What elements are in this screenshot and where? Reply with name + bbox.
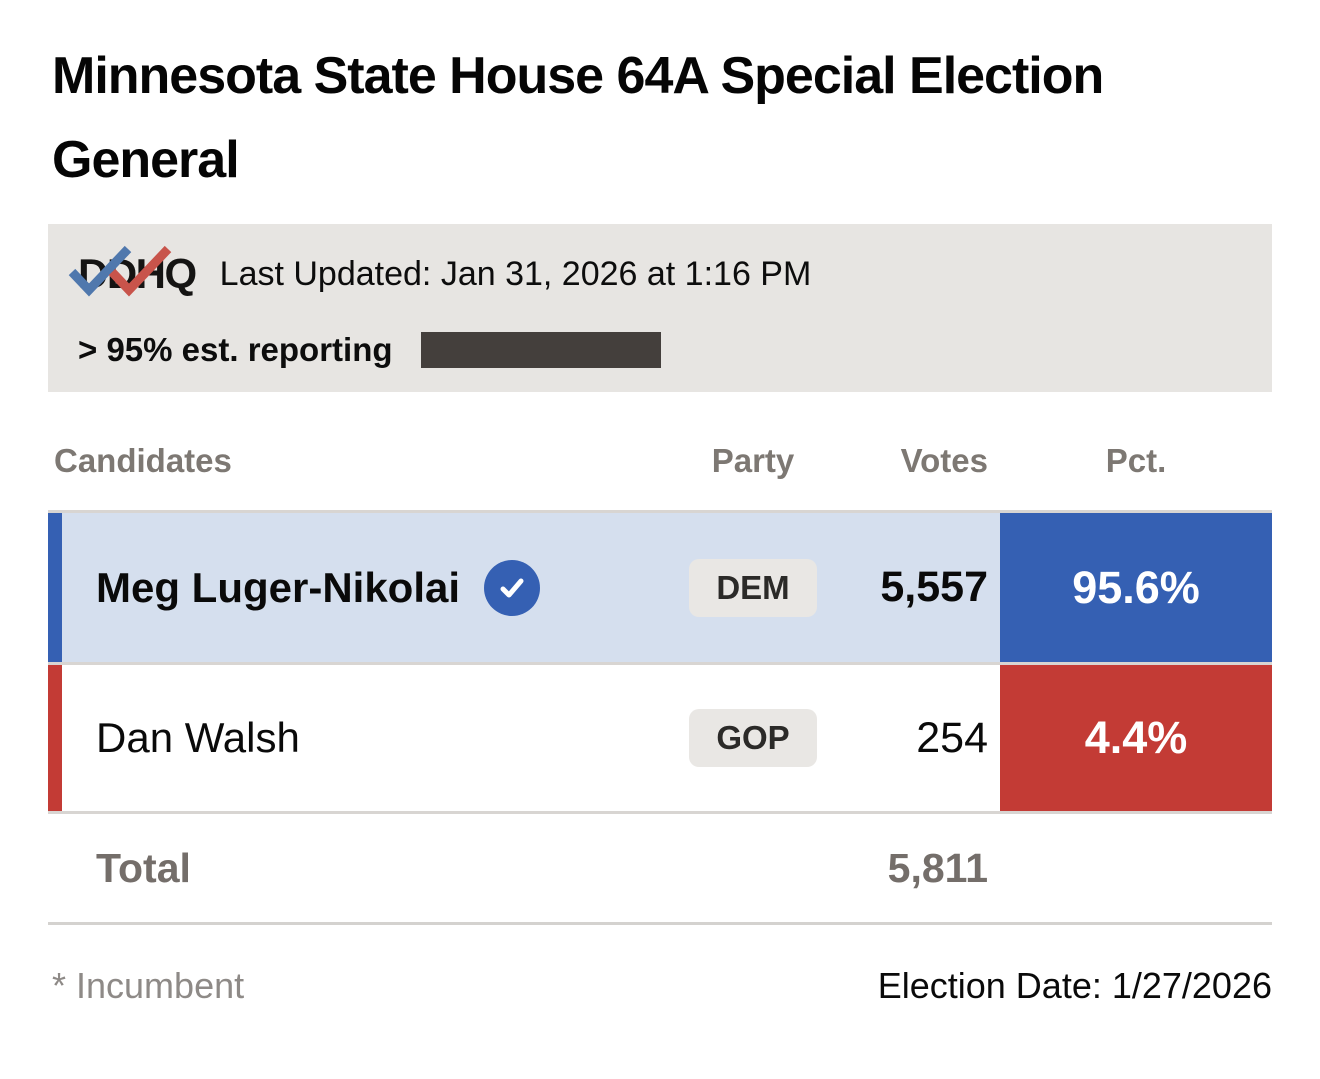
column-header-pct: Pct. <box>1105 442 1167 479</box>
winner-check-icon <box>484 559 541 616</box>
est-reporting-text: > 95% est. reporting <box>78 331 393 368</box>
column-header-candidates: Candidates <box>54 442 232 479</box>
pct-value: 95.6% <box>1000 513 1272 662</box>
candidate-cell: Dan Walsh <box>62 665 668 811</box>
incumbent-note: * Incumbent <box>52 965 245 1006</box>
page-title: Minnesota State House 64A Special Electi… <box>52 47 1104 189</box>
votes-value: 254 <box>916 713 988 762</box>
reporting-progress-bar <box>420 332 661 368</box>
last-updated-text: Last Updated: Jan 31, 2026 at 1:16 PM <box>219 254 812 293</box>
update-panel-bottom-row: > 95% est. reporting <box>78 330 1248 370</box>
update-panel-top-row: DDHQ Last Updated: Jan 31, 2026 at 1:16 … <box>68 244 1248 304</box>
table-header-row: Candidates Party Votes Pct. <box>48 432 1272 490</box>
election-date-text: Election Date: 1/27/2026 <box>877 965 1272 1006</box>
party-badge: GOP <box>689 709 817 767</box>
party-color-stripe-dem <box>48 513 62 662</box>
party-cell: GOP <box>668 665 838 811</box>
results-table: Candidates Party Votes Pct. Meg Luger-Ni… <box>48 432 1272 925</box>
candidate-name: Meg Luger-Nikolai <box>96 563 461 611</box>
pct-value: 4.4% <box>1000 665 1272 811</box>
column-header-votes: Votes <box>900 442 988 479</box>
candidate-row: Dan Walsh GOP 254 4.4% <box>48 662 1272 811</box>
total-row: Total 5,811 <box>48 811 1272 925</box>
party-color-stripe-gop <box>48 665 62 811</box>
votes-value: 5,557 <box>880 563 988 611</box>
party-cell: DEM <box>668 513 838 662</box>
candidate-name: Dan Walsh <box>96 714 300 761</box>
update-panel: DDHQ Last Updated: Jan 31, 2026 at 1:16 … <box>48 224 1272 392</box>
ddhq-logo[interactable]: DDHQ <box>68 245 197 298</box>
total-label: Total <box>96 844 191 891</box>
column-header-party: Party <box>711 442 795 479</box>
candidate-cell: Meg Luger-Nikolai <box>62 513 668 662</box>
party-badge: DEM <box>689 558 817 617</box>
footer: * Incumbent Election Date: 1/27/2026 <box>52 965 1272 1007</box>
total-votes-value: 5,811 <box>887 844 988 891</box>
ddhq-logo-text: DDHQ <box>78 250 197 297</box>
candidate-row-winner: Meg Luger-Nikolai DEM 5,557 95.6% <box>48 510 1272 662</box>
